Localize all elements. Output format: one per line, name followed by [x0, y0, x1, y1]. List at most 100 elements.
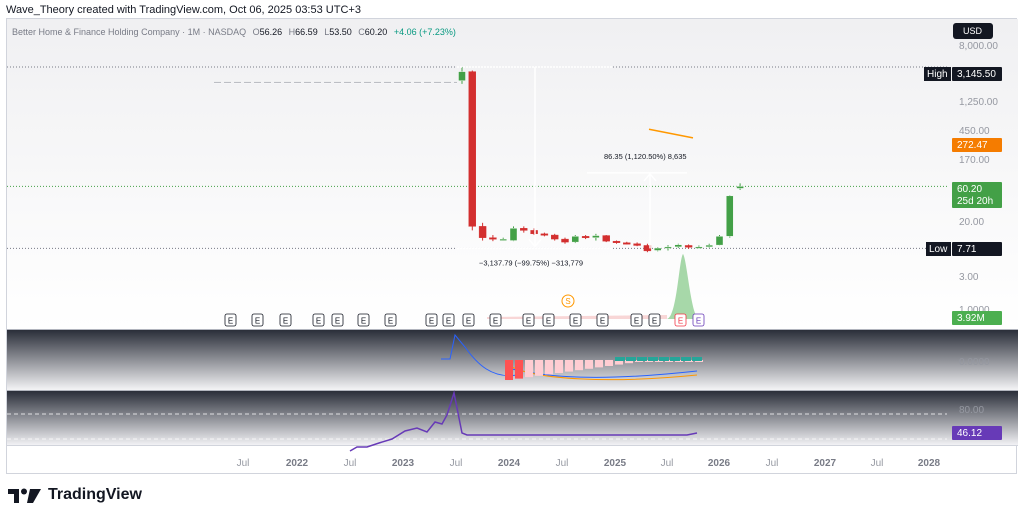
- earnings-marker-box: [630, 313, 643, 327]
- rsi-badge: 46.12: [957, 428, 982, 439]
- last-price-badge-box: [952, 182, 1002, 208]
- osc-histogram-bar: [575, 360, 583, 371]
- earnings-marker-box: [384, 313, 397, 327]
- earnings-marker-label: E: [361, 317, 366, 326]
- earnings-marker-box: [648, 313, 661, 327]
- earnings-marker-label: E: [600, 317, 605, 326]
- earnings-marker: E: [542, 313, 555, 327]
- time-axis-label: Jul: [556, 458, 569, 469]
- rise-annotation: 86.35 (1,120.50%) 8,635: [604, 152, 687, 161]
- osc-histogram-bar: [535, 360, 543, 376]
- high-badge-box: [952, 67, 1002, 81]
- osc-histogram-bar: [525, 360, 533, 378]
- price-chart[interactable]: −3,137.79 (−99.75%) −313,779 86.35 (1,120…: [7, 19, 1018, 475]
- candle: [468, 71, 476, 227]
- earnings-marker-box: [224, 313, 237, 327]
- earnings-marker-box: [442, 313, 455, 327]
- currency-badge: USD: [963, 26, 983, 36]
- earnings-marker-box: [569, 313, 582, 327]
- osc-histogram-bar: [565, 360, 573, 372]
- tradingview-logo[interactable]: TradingView: [8, 486, 142, 504]
- dividend-marker: [561, 294, 575, 308]
- earnings-marker: E: [224, 313, 237, 327]
- earnings-marker: E: [648, 313, 661, 327]
- low-label: Low: [929, 244, 948, 255]
- price-axis-label: 8,000.00: [959, 41, 998, 52]
- low-value: 53.50: [329, 27, 352, 37]
- candle: [540, 233, 549, 236]
- low-label: L: [324, 27, 330, 37]
- volume-badge-box: [952, 311, 1002, 325]
- earnings-marker-label: E: [573, 317, 578, 326]
- earnings-marker: E: [312, 313, 325, 327]
- high-label: H: [288, 27, 296, 37]
- time-axis-label: 2024: [498, 458, 521, 469]
- orange-badge: 272.47: [957, 140, 988, 151]
- earnings-marker-label: E: [678, 317, 683, 326]
- earnings-marker-box: [357, 313, 370, 327]
- price-axis-label: 3.00: [959, 272, 979, 283]
- candle: [530, 230, 538, 235]
- low-label-box: [926, 242, 951, 256]
- earnings-marker-label: E: [526, 317, 531, 326]
- low-badge-box: [952, 242, 1002, 256]
- last-price-badge: 60.20: [957, 184, 982, 195]
- time-axis-label: Jul: [766, 458, 779, 469]
- earnings-marker: E: [384, 313, 397, 327]
- earnings-marker-box: [251, 313, 264, 327]
- earnings-marker-label: E: [446, 317, 451, 326]
- osc-histogram-bar: [615, 360, 623, 365]
- earnings-marker: E: [357, 313, 370, 327]
- candle: [602, 235, 610, 242]
- candle: [561, 238, 569, 243]
- time-axis-label: 2023: [392, 458, 415, 469]
- earnings-marker-label: E: [388, 317, 393, 326]
- price-axis-label: 1,250.00: [959, 97, 998, 108]
- price-axis-label: 450.00: [959, 126, 990, 137]
- high-value: 66.59: [295, 27, 318, 37]
- time-axis-label: Jul: [661, 458, 674, 469]
- candle: [726, 195, 734, 237]
- dividend-marker-label: S: [565, 297, 570, 306]
- candle: [458, 71, 466, 81]
- earnings-marker-box: [462, 313, 475, 327]
- rise-arrow-head: [643, 172, 657, 182]
- orange-badge-box: [952, 138, 1002, 152]
- earnings-marker-box: [674, 313, 687, 327]
- earnings-marker-label: E: [466, 317, 471, 326]
- earnings-marker: E: [462, 313, 475, 327]
- osc-histogram-bar: [555, 360, 563, 373]
- time-axis-label: 2027: [814, 458, 837, 469]
- earnings-marker: E: [425, 313, 438, 327]
- candle: [581, 236, 590, 239]
- chart-credit: Wave_Theory created with TradingView.com…: [6, 4, 361, 16]
- candle: [489, 237, 497, 240]
- osc-histogram-bar: [648, 357, 658, 361]
- osc-histogram-bar: [659, 357, 669, 361]
- osc-histogram-bar: [626, 357, 636, 361]
- price-axis-label: 1.0000: [959, 305, 990, 316]
- time-axis-label: Jul: [344, 458, 357, 469]
- candle: [643, 245, 652, 252]
- high-label-box: [924, 67, 951, 81]
- earnings-marker-label: E: [652, 317, 657, 326]
- time-axis-label: Jul: [450, 458, 463, 469]
- earnings-marker: E: [569, 313, 582, 327]
- chart-frame[interactable]: −3,137.79 (−99.75%) −313,779 86.35 (1,120…: [6, 18, 1018, 475]
- earnings-marker-label: E: [429, 317, 434, 326]
- candle: [736, 186, 744, 189]
- earnings-marker-box: [522, 313, 535, 327]
- osc-histogram-bar: [605, 360, 613, 366]
- candle: [654, 247, 662, 251]
- time-axis-label: 2025: [604, 458, 627, 469]
- earnings-marker-box: [489, 313, 502, 327]
- price-axis-label: 20.00: [959, 217, 984, 228]
- decline-arrow-head: [528, 238, 542, 248]
- earnings-marker-box: [312, 313, 325, 327]
- osc-histogram-bar: [670, 357, 680, 361]
- candle: [715, 236, 724, 246]
- price-axis-label: 170.00: [959, 155, 990, 166]
- earnings-marker-box: [425, 313, 438, 327]
- change-value: +4.06 (+7.23%): [393, 27, 456, 37]
- time-axis-label: 2026: [708, 458, 731, 469]
